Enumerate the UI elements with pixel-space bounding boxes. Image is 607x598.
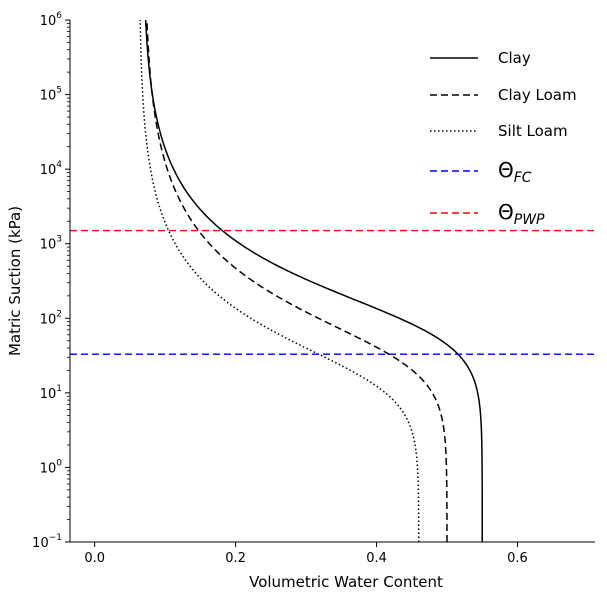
y-tick-label: 104 — [40, 160, 63, 178]
axes — [69, 20, 595, 543]
y-tick-label: 102 — [40, 309, 62, 327]
x-tick-label: 0.4 — [366, 551, 387, 566]
y-axis-label: Matric Suction (kPa) — [6, 206, 24, 356]
x-tick-label: 0.6 — [507, 551, 528, 566]
y-tick-label: 101 — [40, 384, 62, 402]
plot-area — [70, 20, 595, 542]
legend-label: Silt Loam — [498, 122, 568, 140]
legend-label: ΘFC — [498, 158, 532, 186]
x-tick-label: 0.2 — [225, 551, 246, 566]
y-tick-label: 106 — [40, 11, 63, 29]
series-line-1 — [146, 19, 448, 542]
series-line-0 — [144, 19, 483, 542]
series-lines — [70, 19, 595, 542]
y-axis-ticks: 10−1 100 101 102 103 104 105 106 — [32, 11, 70, 551]
y-tick-label: 103 — [40, 235, 62, 253]
x-axis-ticks: 0.0 0.2 0.4 0.6 — [84, 542, 528, 566]
y-tick-label: 100 — [40, 458, 63, 476]
legend-label: Clay — [498, 49, 531, 67]
legend-label: Clay Loam — [498, 86, 577, 104]
legend: Clay Clay Loam Silt Loam ΘFC ΘPWP — [430, 49, 577, 228]
y-tick-label: 10−1 — [32, 533, 62, 551]
x-tick-label: 0.0 — [84, 551, 105, 566]
x-axis-label: Volumetric Water Content — [249, 573, 443, 591]
y-tick-label: 105 — [40, 86, 62, 104]
series-line-2 — [139, 19, 420, 542]
legend-label: ΘPWP — [498, 200, 545, 228]
plot-background — [70, 20, 595, 542]
